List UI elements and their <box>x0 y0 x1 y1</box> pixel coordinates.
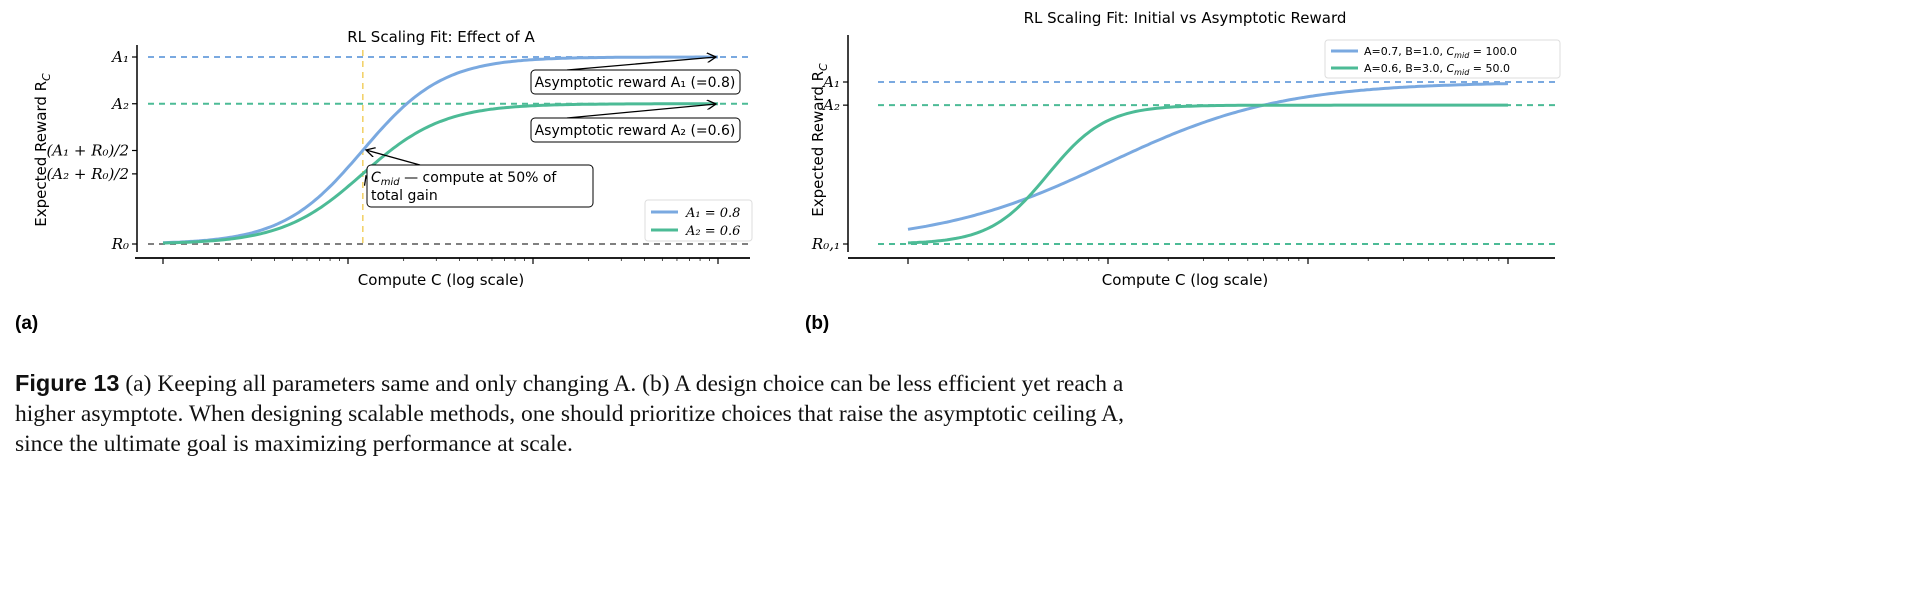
svg-text:Expected Reward RC: Expected Reward RC <box>809 63 830 217</box>
panel-b-y-tick-label: A₂ <box>821 96 840 114</box>
caption-line-2: higher asymptote. When designing scalabl… <box>15 401 1125 427</box>
annotation-arrow <box>566 104 716 119</box>
svg-text:Expected Reward RC: Expected Reward RC <box>32 73 53 227</box>
annotation-cmid-line2: total gain <box>371 188 438 204</box>
panel-b-ylabel: Expected Reward RC <box>809 63 830 217</box>
panel-b-legend-label-part: C <box>1446 45 1454 58</box>
panel-b-label: (b) <box>805 313 830 334</box>
figure-caption: Figure 13 (a) Keeping all parameters sam… <box>15 368 1124 459</box>
annotation-cmid: Cmid — compute at 50% of <box>371 170 557 188</box>
panel-a-y-tick-label: (A₂ + R₀)/2 <box>46 165 129 183</box>
panel-b-legend <box>1324 39 1561 79</box>
panel-b-legend-label-part: A=0.6, B=3.0, <box>1364 62 1446 75</box>
panel-a-ylabel: Expected Reward RC <box>32 73 53 227</box>
panel-a-y-tick-label: A₁ <box>110 48 129 66</box>
panel-a-series-line-2 <box>163 102 718 245</box>
panel-b-legend-label: A=0.6, B=3.0, Cmid = 50.0 <box>1364 62 1510 77</box>
panel-b-ylabel-text: Expected Reward R <box>809 71 827 217</box>
panel-b-legend-label-part: mid <box>1454 68 1470 77</box>
panel-a-y-tick-label: (A₁ + R₀)/2 <box>46 142 129 160</box>
annotation-cmid-rest: — compute at 50% of <box>400 170 558 186</box>
panel-a-ylabel-text: Expected Reward R <box>32 81 50 227</box>
panel-b: RL Scaling Fit: Initial vs Asymptotic Re… <box>809 9 1346 289</box>
chart-marks: A₁ A₂ (A₁ + R₀)/2 (A₂ + R₀)/2 R₀ A₁ = 0.8 A₂ =… <box>46 35 1561 264</box>
panel-b-legend-label-part: mid <box>1454 51 1470 60</box>
panel-a: RL Scaling Fit: Effect of A Compute C (l… <box>32 28 535 289</box>
panel-a-legend-label: A₁ = 0.8 <box>685 206 740 221</box>
panel-b-series-line-1 <box>907 82 1509 231</box>
panel-b-title: RL Scaling Fit: Initial vs Asymptotic Re… <box>1024 9 1347 27</box>
panel-b-legend-label-part: = 100.0 <box>1469 45 1517 58</box>
annotation-cmid-sub: mid <box>381 177 401 188</box>
panel-b-legend-label-part: = 50.0 <box>1469 62 1510 75</box>
panel-a-series-line-1 <box>162 55 718 245</box>
annotation-arrow <box>566 57 716 71</box>
caption-label: Figure 13 <box>15 370 120 396</box>
panel-a-legend-label: A₂ = 0.6 <box>685 224 740 239</box>
panel-b-y-tick-label: R₀,₁ <box>811 235 840 253</box>
annotation-cmid-c: C <box>371 170 381 186</box>
annotation-a1: Asymptotic reward A₁ (=0.8) <box>535 75 736 91</box>
panel-a-title: RL Scaling Fit: Effect of A <box>347 28 535 46</box>
annotation-box-cmid <box>366 164 594 208</box>
panel-b-plot: A₁ A₂ R₀,₁ A=0.7, B=1.0, Cmid = 100.0 A=0.6,… <box>811 35 1561 264</box>
panel-b-legend-label-part: A=0.7, B=1.0, <box>1364 45 1446 58</box>
panel-a-annotations: Asymptotic reward A₁ (=0.8) Asymptotic r… <box>366 69 741 208</box>
annotation-box-a1 <box>530 69 741 95</box>
annotation-arrow <box>366 150 421 166</box>
panel-b-y-tick-label: A₁ <box>821 73 840 91</box>
annotation-a2: Asymptotic reward A₂ (=0.6) <box>535 123 736 139</box>
panel-b-legend-label-part: C <box>1446 62 1454 75</box>
caption-line-3: since the ultimate goal is maximizing pe… <box>15 431 573 457</box>
annotation-box-a2 <box>530 117 741 143</box>
panel-b-series-line-2 <box>907 103 1508 245</box>
panel-a-y-tick-label: R₀ <box>111 235 129 253</box>
panel-a-xlabel: Compute C (log scale) <box>358 271 524 289</box>
caption-text-1: (a) Keeping all parameters same and only… <box>119 371 1124 397</box>
panel-a-ylabel-sub: C <box>40 73 53 81</box>
panel-a-y-tick-label: A₂ <box>110 95 129 113</box>
panel-b-xlabel: Compute C (log scale) <box>1102 271 1268 289</box>
panel-a-plot: A₁ A₂ (A₁ + R₀)/2 (A₂ + R₀)/2 R₀ A₁ = 0.8 A₂ =… <box>46 45 753 264</box>
caption-line-1: Figure 13 (a) Keeping all parameters sam… <box>15 368 1124 399</box>
panel-b-legend-label: A=0.7, B=1.0, Cmid = 100.0 <box>1364 45 1517 60</box>
panel-b-ylabel-sub: C <box>817 63 830 71</box>
panel-a-label: (a) <box>15 313 39 334</box>
